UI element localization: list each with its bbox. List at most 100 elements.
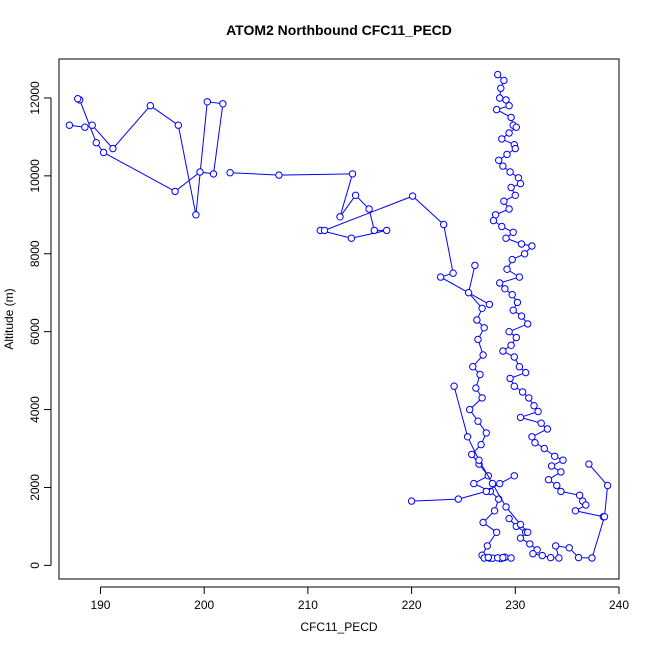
data-point [505,129,513,137]
data-point [530,402,538,410]
y-tick-label: 2000 [28,474,42,501]
data-point [518,388,527,396]
data-point [538,551,546,560]
data-point [196,168,204,176]
data-point [507,113,515,122]
data-point [574,553,583,562]
data-point [476,370,484,379]
data-point [474,335,482,344]
data-point [603,481,612,490]
data-point [506,374,514,383]
data-point [522,368,530,377]
data-point [469,363,477,371]
data-point [174,121,183,129]
data-point [370,226,378,235]
data-point [505,102,513,110]
data-point [482,429,490,437]
data-point [515,273,524,281]
data-point [497,84,505,92]
data-point [496,479,504,488]
data-point [500,197,508,205]
series-line [69,98,224,215]
data-point [546,553,555,562]
data-point [65,121,74,129]
data-point [472,384,480,392]
data-point [557,468,565,476]
data-point [531,439,539,447]
data-point [553,481,561,490]
data-point [551,452,559,460]
data-point [477,440,485,449]
series-layer [65,70,612,563]
data-point [203,98,212,106]
data-point [528,242,536,250]
data-point [226,169,234,177]
data-point [479,351,487,359]
data-point [502,503,510,511]
data-point [543,425,552,433]
data-point [534,407,542,416]
data-point [516,520,525,529]
data-point [516,534,525,542]
data-point [480,324,488,332]
data-point [537,419,545,427]
data-point [600,513,609,521]
data-point [517,240,526,248]
y-tick-label: 10000 [28,159,42,193]
series-line [468,265,512,560]
data-point [468,450,476,459]
data-point [502,96,510,104]
data-point [571,507,580,515]
data-point [275,171,283,179]
data-point [99,148,108,157]
y-axis: 0 2000 4000 6000 8000 10000 12000 [28,81,52,569]
data-point [88,121,96,129]
data-point [450,382,458,390]
data-point [496,279,504,287]
data-point [588,554,596,562]
data-point [505,514,513,523]
data-point [559,456,567,464]
data-point [524,320,532,328]
data-point [489,216,498,225]
data-point [524,528,532,536]
x-tick-label: 220 [402,598,422,612]
data-point [479,518,487,527]
data-point [552,542,560,550]
data-point [485,300,494,309]
data-point [502,234,510,242]
x-tick-label: 230 [505,598,525,612]
data-point [320,226,329,235]
data-point [503,150,511,159]
data-point [464,289,473,297]
data-point [348,170,357,178]
data-point [510,353,518,361]
data-point [474,417,482,425]
y-tick-label: 4000 [28,396,42,423]
data-point [510,382,518,390]
data-point [478,304,486,312]
data-point [488,479,497,488]
data-point [525,394,533,402]
data-point [544,476,553,484]
data-point [209,170,218,178]
chart-title: ATOM2 Northbound CFC11_PECD [226,22,452,38]
data-point [482,487,490,496]
data-point [440,220,448,229]
data-point [512,333,520,342]
data-point [407,497,416,505]
data-point [505,328,513,336]
data-point [351,191,360,200]
data-point [520,250,529,258]
data-point [499,162,507,170]
data-point [507,183,515,192]
y-axis-label: Altitude (m) [2,288,16,349]
data-point [508,255,516,264]
data-point [499,553,507,562]
data-point [575,491,584,499]
data-point [512,123,520,131]
data-point [540,444,548,453]
data-point [492,528,501,536]
data-point [436,273,445,281]
